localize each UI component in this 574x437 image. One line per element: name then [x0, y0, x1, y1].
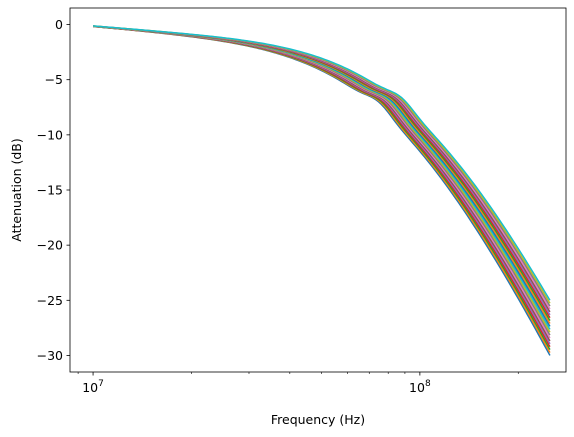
x-tick-label: 107 — [82, 379, 104, 395]
x-axis-ticks: 107 108 — [77, 372, 519, 395]
y-axis-label: Attenuation (dB) — [9, 138, 24, 242]
y-tick-label: −30 — [37, 348, 63, 363]
series-line — [93, 25, 551, 333]
series-line — [93, 25, 551, 342]
y-tick-label: −25 — [37, 293, 63, 308]
y-tick-label: −5 — [45, 72, 63, 87]
series-line — [93, 25, 551, 301]
y-tick-label: −20 — [37, 238, 63, 253]
series-line — [93, 25, 551, 356]
y-tick-label: −15 — [37, 183, 63, 198]
series-lines — [93, 25, 551, 356]
x-tick-label: 108 — [409, 379, 431, 395]
y-tick-label: 0 — [55, 17, 63, 32]
series-line — [93, 25, 551, 339]
x-axis-label: Frequency (Hz) — [271, 412, 365, 427]
series-line — [93, 25, 551, 330]
series-line — [93, 25, 551, 348]
y-tick-label: −10 — [37, 127, 63, 142]
series-line — [93, 25, 551, 336]
series-line — [93, 25, 551, 345]
series-line — [93, 25, 551, 353]
series-line — [93, 25, 551, 351]
y-axis-ticks: 0 −5 −10 −15 −20 −25 −30 — [37, 17, 70, 363]
